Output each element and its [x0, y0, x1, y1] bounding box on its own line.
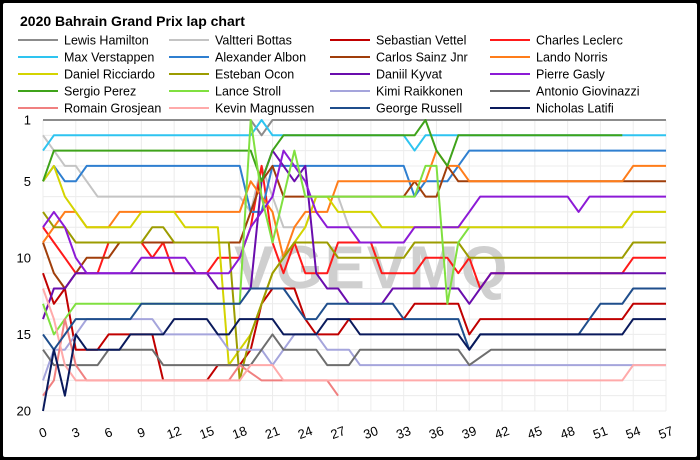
series-line	[42, 119, 623, 183]
x-tick-label: 45	[525, 423, 544, 442]
y-tick-label: 15	[17, 327, 31, 342]
x-tick-label: 51	[591, 423, 610, 442]
x-tick-label: 36	[427, 423, 446, 442]
series-line	[42, 287, 666, 351]
legend-entry: Romain Grosjean	[64, 102, 161, 116]
x-tick-label: 57	[656, 423, 675, 442]
legend-entry: Daniil Kyvat	[376, 68, 443, 82]
x-tick-label: 21	[263, 423, 282, 442]
y-tick-label: 20	[17, 404, 31, 419]
legend-entry: Valtteri Bottas	[215, 34, 292, 48]
legend-entry: Sebastian Vettel	[376, 34, 466, 48]
x-tick-label: 12	[165, 423, 184, 442]
x-tick-label: 33	[394, 423, 413, 442]
y-tick-label: 10	[17, 250, 31, 265]
legend-entry: Antonio Giovinazzi	[536, 85, 640, 99]
series-line	[42, 318, 666, 412]
series-line	[42, 149, 666, 320]
x-tick-label: 48	[558, 423, 577, 442]
x-tick-label: 3	[70, 424, 82, 441]
legend-entry: Lance Stroll	[215, 85, 281, 99]
x-tick-label: 18	[230, 423, 249, 442]
legend-entry: Pierre Gasly	[536, 68, 606, 82]
legend-entry: Kimi Raikkonen	[376, 85, 463, 99]
legend-entry: Esteban Ocon	[215, 68, 294, 82]
series-line	[42, 333, 666, 367]
x-tick-label: 54	[624, 423, 643, 442]
x-tick-label: 39	[460, 423, 479, 442]
series-line	[43, 119, 666, 137]
legend-entry: George Russell	[376, 102, 462, 116]
legend: Lewis Hamilton Valtteri Bottas Sebastian V…	[18, 34, 640, 116]
legend-entry: Max Verstappen	[64, 51, 154, 65]
legend-entry: Charles Leclerc	[536, 34, 623, 48]
x-tick-label: 27	[329, 423, 348, 442]
legend-entry: Carlos Sainz Jnr	[376, 51, 468, 65]
x-tick-label: 30	[361, 423, 380, 442]
legend-entry: Lewis Hamilton	[64, 34, 149, 48]
lap-chart: 2020 Bahrain Grand Prix lap chart Lewis …	[17, 13, 676, 443]
x-tick-label: 24	[296, 423, 315, 442]
series-line	[42, 164, 666, 290]
series-line	[42, 149, 666, 213]
y-tick-label: 1	[24, 113, 31, 128]
x-tick-label: 9	[135, 424, 147, 441]
x-tick-label: 15	[197, 423, 216, 442]
x-tick-label: 42	[493, 423, 512, 442]
legend-entry: Daniel Ricciardo	[64, 68, 155, 82]
series-line	[42, 119, 471, 336]
legend-entry: Kevin Magnussen	[215, 102, 314, 116]
x-tick-label: 0	[37, 424, 49, 441]
y-tick-label: 5	[24, 174, 31, 189]
chart-frame: 2020 Bahrain Grand Prix lap chart Lewis …	[3, 3, 697, 457]
series-line	[42, 288, 666, 382]
series-layer	[42, 119, 666, 412]
legend-entry: Sergio Perez	[64, 85, 136, 99]
legend-entry: Alexander Albon	[215, 51, 306, 65]
x-tick-label: 6	[102, 424, 114, 441]
series-line	[42, 318, 339, 397]
series-line	[42, 119, 666, 152]
legend-entry: Lando Norris	[536, 51, 608, 65]
chart-title: 2020 Bahrain Grand Prix lap chart	[20, 13, 245, 29]
legend-entry: Nicholas Latifi	[536, 102, 614, 116]
